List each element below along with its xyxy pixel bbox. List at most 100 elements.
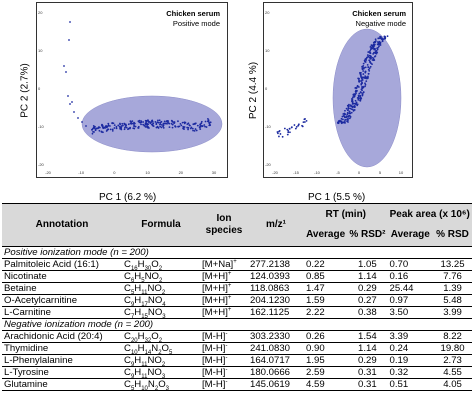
- score-point: [339, 120, 342, 123]
- score-point: [162, 125, 165, 128]
- score-point: [120, 128, 123, 131]
- cell-ion-species: [M+H]+: [200, 282, 248, 295]
- score-point: [351, 103, 354, 105]
- right-ylabel: PC 2 (4.4 %): [248, 61, 260, 120]
- score-point: [360, 91, 362, 94]
- score-point: [374, 38, 377, 41]
- cell-rt-rsd: 0.38: [347, 306, 388, 319]
- score-point: [294, 127, 297, 130]
- score-point: [345, 116, 348, 119]
- table-row: Nicotinate C6H5NO2 [M+H]+ 124.0393 0.85 1.14 0…: [2, 270, 472, 283]
- score-point: [362, 76, 365, 79]
- cell-mz: 164.0717: [248, 354, 304, 367]
- score-point: [151, 123, 154, 126]
- score-point: [360, 79, 363, 82]
- score-point: [287, 129, 290, 132]
- cell-ion-species: [M-H]-: [200, 342, 248, 355]
- score-point: [370, 55, 372, 58]
- confidence-ellipse: [332, 28, 402, 168]
- cell-pa-rsd: 7.76: [433, 270, 472, 283]
- score-point: [361, 92, 364, 95]
- cell-pa-rsd: 13.25: [433, 258, 472, 271]
- score-point: [77, 117, 79, 119]
- score-point: [379, 44, 382, 46]
- score-point: [367, 55, 370, 58]
- cell-rt-average: 1.95: [304, 354, 348, 367]
- x-tick-label: 30: [212, 170, 217, 175]
- right-pca-plot: Chicken serum Negative mode -20 -15 -10 -5 0…: [263, 2, 413, 178]
- score-point: [371, 63, 373, 66]
- score-point: [370, 46, 373, 49]
- ion-species-label: Ion species: [205, 212, 243, 236]
- score-point: [352, 109, 355, 112]
- score-point: [342, 118, 344, 121]
- cell-pa-rsd: 5.48: [433, 294, 472, 307]
- score-point: [129, 127, 131, 130]
- score-point: [373, 47, 376, 50]
- score-point: [178, 125, 181, 128]
- score-point: [191, 127, 194, 130]
- score-point: [98, 126, 100, 128]
- score-point: [350, 108, 353, 111]
- table-row: Thymidine C10H14N2O5 [M-H]- 241.0830 0.90 1.1…: [2, 342, 472, 355]
- score-point: [386, 35, 389, 38]
- score-point: [356, 103, 359, 106]
- score-point: [361, 79, 364, 81]
- score-point: [373, 44, 376, 47]
- score-point: [67, 95, 69, 97]
- score-point: [147, 119, 149, 121]
- score-point: [138, 121, 141, 124]
- score-point: [367, 72, 370, 75]
- score-point: [365, 80, 368, 83]
- left-ylabel: PC 2 (2.7%): [19, 63, 31, 118]
- cell-rt-average: 0.22: [304, 258, 348, 271]
- y-tick-label: 10: [38, 48, 43, 53]
- cell-mz: 204.1230: [248, 294, 304, 307]
- score-point: [182, 127, 184, 130]
- score-point: [201, 125, 204, 128]
- cell-rt-average: 1.47: [304, 282, 348, 295]
- score-point: [355, 87, 358, 90]
- score-point: [276, 131, 279, 133]
- score-point: [364, 82, 366, 85]
- cell-formula: C9H17NO4: [122, 294, 200, 307]
- score-point: [200, 120, 203, 123]
- score-point: [196, 124, 199, 127]
- score-point: [204, 120, 207, 123]
- score-point: [100, 130, 103, 133]
- score-point: [377, 37, 380, 40]
- cell-rt-rsd: 1.14: [347, 342, 388, 355]
- score-point: [344, 109, 346, 112]
- score-point: [342, 121, 345, 124]
- score-point: [174, 125, 177, 128]
- score-point: [81, 121, 83, 123]
- score-point: [347, 117, 349, 120]
- score-point: [375, 52, 378, 55]
- score-point: [304, 118, 306, 120]
- score-point: [367, 75, 369, 78]
- score-point: [102, 131, 104, 134]
- cell-annotation: L-Phenylalanine: [2, 354, 122, 367]
- score-point: [147, 126, 150, 128]
- score-point: [71, 101, 73, 103]
- score-point: [368, 51, 371, 53]
- score-point: [353, 93, 356, 96]
- score-point: [362, 86, 364, 89]
- score-point: [162, 123, 165, 125]
- score-point: [346, 111, 349, 114]
- score-point: [348, 103, 350, 106]
- score-point: [286, 128, 289, 131]
- y-tick-label: 20: [265, 10, 270, 15]
- cell-ion-species: [M-H]-: [200, 366, 248, 379]
- score-point: [143, 124, 146, 127]
- score-point: [281, 135, 284, 138]
- score-point: [150, 121, 152, 124]
- score-point: [199, 123, 202, 126]
- score-point: [183, 122, 186, 125]
- cell-pa-average: 0.24: [387, 342, 434, 355]
- score-point: [131, 122, 134, 125]
- score-point: [105, 130, 108, 132]
- score-point: [144, 119, 147, 122]
- score-point: [363, 59, 366, 62]
- cell-formula: C9H11NO2: [122, 354, 200, 367]
